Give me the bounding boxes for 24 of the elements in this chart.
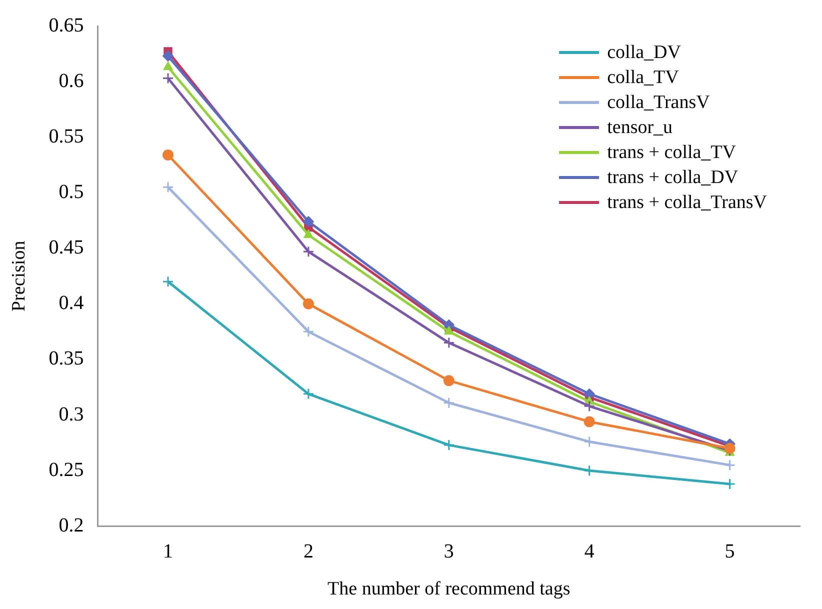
y-tick-label: 0.65: [48, 14, 84, 36]
y-tick-label: 0.5: [58, 180, 84, 203]
legend-label: colla_TV: [607, 66, 679, 90]
legend-label: colla_DV: [607, 41, 681, 65]
y-tick-label: 0.2: [58, 514, 84, 536]
x-tick-label: 5: [724, 540, 735, 562]
legend-label: tensor_u: [607, 116, 673, 140]
x-axis-title: The number of recommend tags: [328, 578, 570, 600]
x-tick-label: 1: [163, 540, 174, 562]
y-tick-label: 0.35: [48, 348, 84, 370]
x-tick-label: 4: [584, 540, 594, 562]
y-tick-label: 0.55: [48, 125, 84, 148]
legend-label: trans + colla_DV: [607, 166, 738, 190]
legend-label: trans + colla_TransV: [607, 191, 767, 215]
y-tick-label: 0.25: [48, 458, 84, 481]
x-tick-label: 3: [444, 540, 454, 562]
y-tick-label: 0.45: [48, 236, 84, 259]
legend-label: trans + colla_TV: [607, 141, 736, 165]
legend-label: colla_TransV: [607, 91, 710, 115]
y-tick-label: 0.4: [58, 292, 84, 314]
x-tick-label: 2: [303, 540, 314, 562]
y-tick-label: 0.3: [58, 403, 84, 426]
y-tick-label: 0.6: [58, 70, 84, 92]
y-axis-title: Precision: [8, 240, 30, 312]
